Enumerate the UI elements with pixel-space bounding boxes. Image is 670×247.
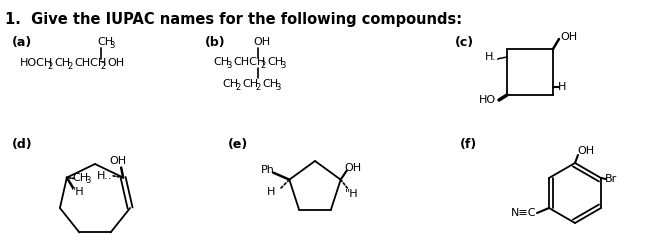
Text: 2: 2	[235, 82, 241, 91]
Text: 1.  Give the IUPAC names for the following compounds:: 1. Give the IUPAC names for the followin…	[5, 12, 462, 27]
Text: OH: OH	[253, 37, 270, 47]
Text: CH: CH	[97, 37, 113, 47]
Text: (f): (f)	[460, 138, 477, 151]
Text: OH: OH	[107, 58, 124, 68]
Text: (c): (c)	[455, 36, 474, 49]
Text: 3: 3	[226, 61, 231, 69]
Text: CHCH: CHCH	[233, 57, 265, 67]
Text: "H: "H	[71, 186, 84, 197]
Text: 2: 2	[47, 62, 52, 70]
Text: H..: H..	[97, 171, 113, 181]
Text: HOCH: HOCH	[20, 58, 53, 68]
Text: N≡C: N≡C	[511, 208, 537, 218]
Text: OH: OH	[560, 32, 577, 42]
Text: CH: CH	[262, 79, 278, 89]
Text: (b): (b)	[205, 36, 226, 49]
Text: 2: 2	[260, 61, 265, 69]
Text: CHCH: CHCH	[74, 58, 107, 68]
Text: CH: CH	[242, 79, 258, 89]
Text: H..: H..	[485, 52, 500, 62]
Text: Ph: Ph	[261, 165, 275, 175]
Text: H: H	[267, 187, 275, 197]
Text: CH: CH	[267, 57, 283, 67]
Text: OH: OH	[577, 146, 594, 156]
Text: 2: 2	[100, 62, 105, 70]
Text: (e): (e)	[228, 138, 249, 151]
Text: Br: Br	[605, 174, 617, 184]
Text: OH: OH	[110, 156, 127, 165]
Text: CH: CH	[222, 79, 238, 89]
Text: 3: 3	[109, 41, 115, 49]
Text: (a): (a)	[12, 36, 32, 49]
Text: 3: 3	[275, 82, 280, 91]
Text: CH: CH	[54, 58, 70, 68]
Text: H: H	[558, 82, 566, 92]
Text: CH: CH	[213, 57, 229, 67]
Text: 2: 2	[255, 82, 260, 91]
Text: HO: HO	[479, 95, 496, 105]
Text: 3: 3	[280, 61, 285, 69]
Text: "H: "H	[344, 189, 358, 199]
Text: CH: CH	[73, 173, 89, 183]
Text: OH: OH	[344, 163, 362, 173]
Text: 3: 3	[85, 176, 90, 185]
Text: 2: 2	[67, 62, 72, 70]
Text: (d): (d)	[12, 138, 33, 151]
